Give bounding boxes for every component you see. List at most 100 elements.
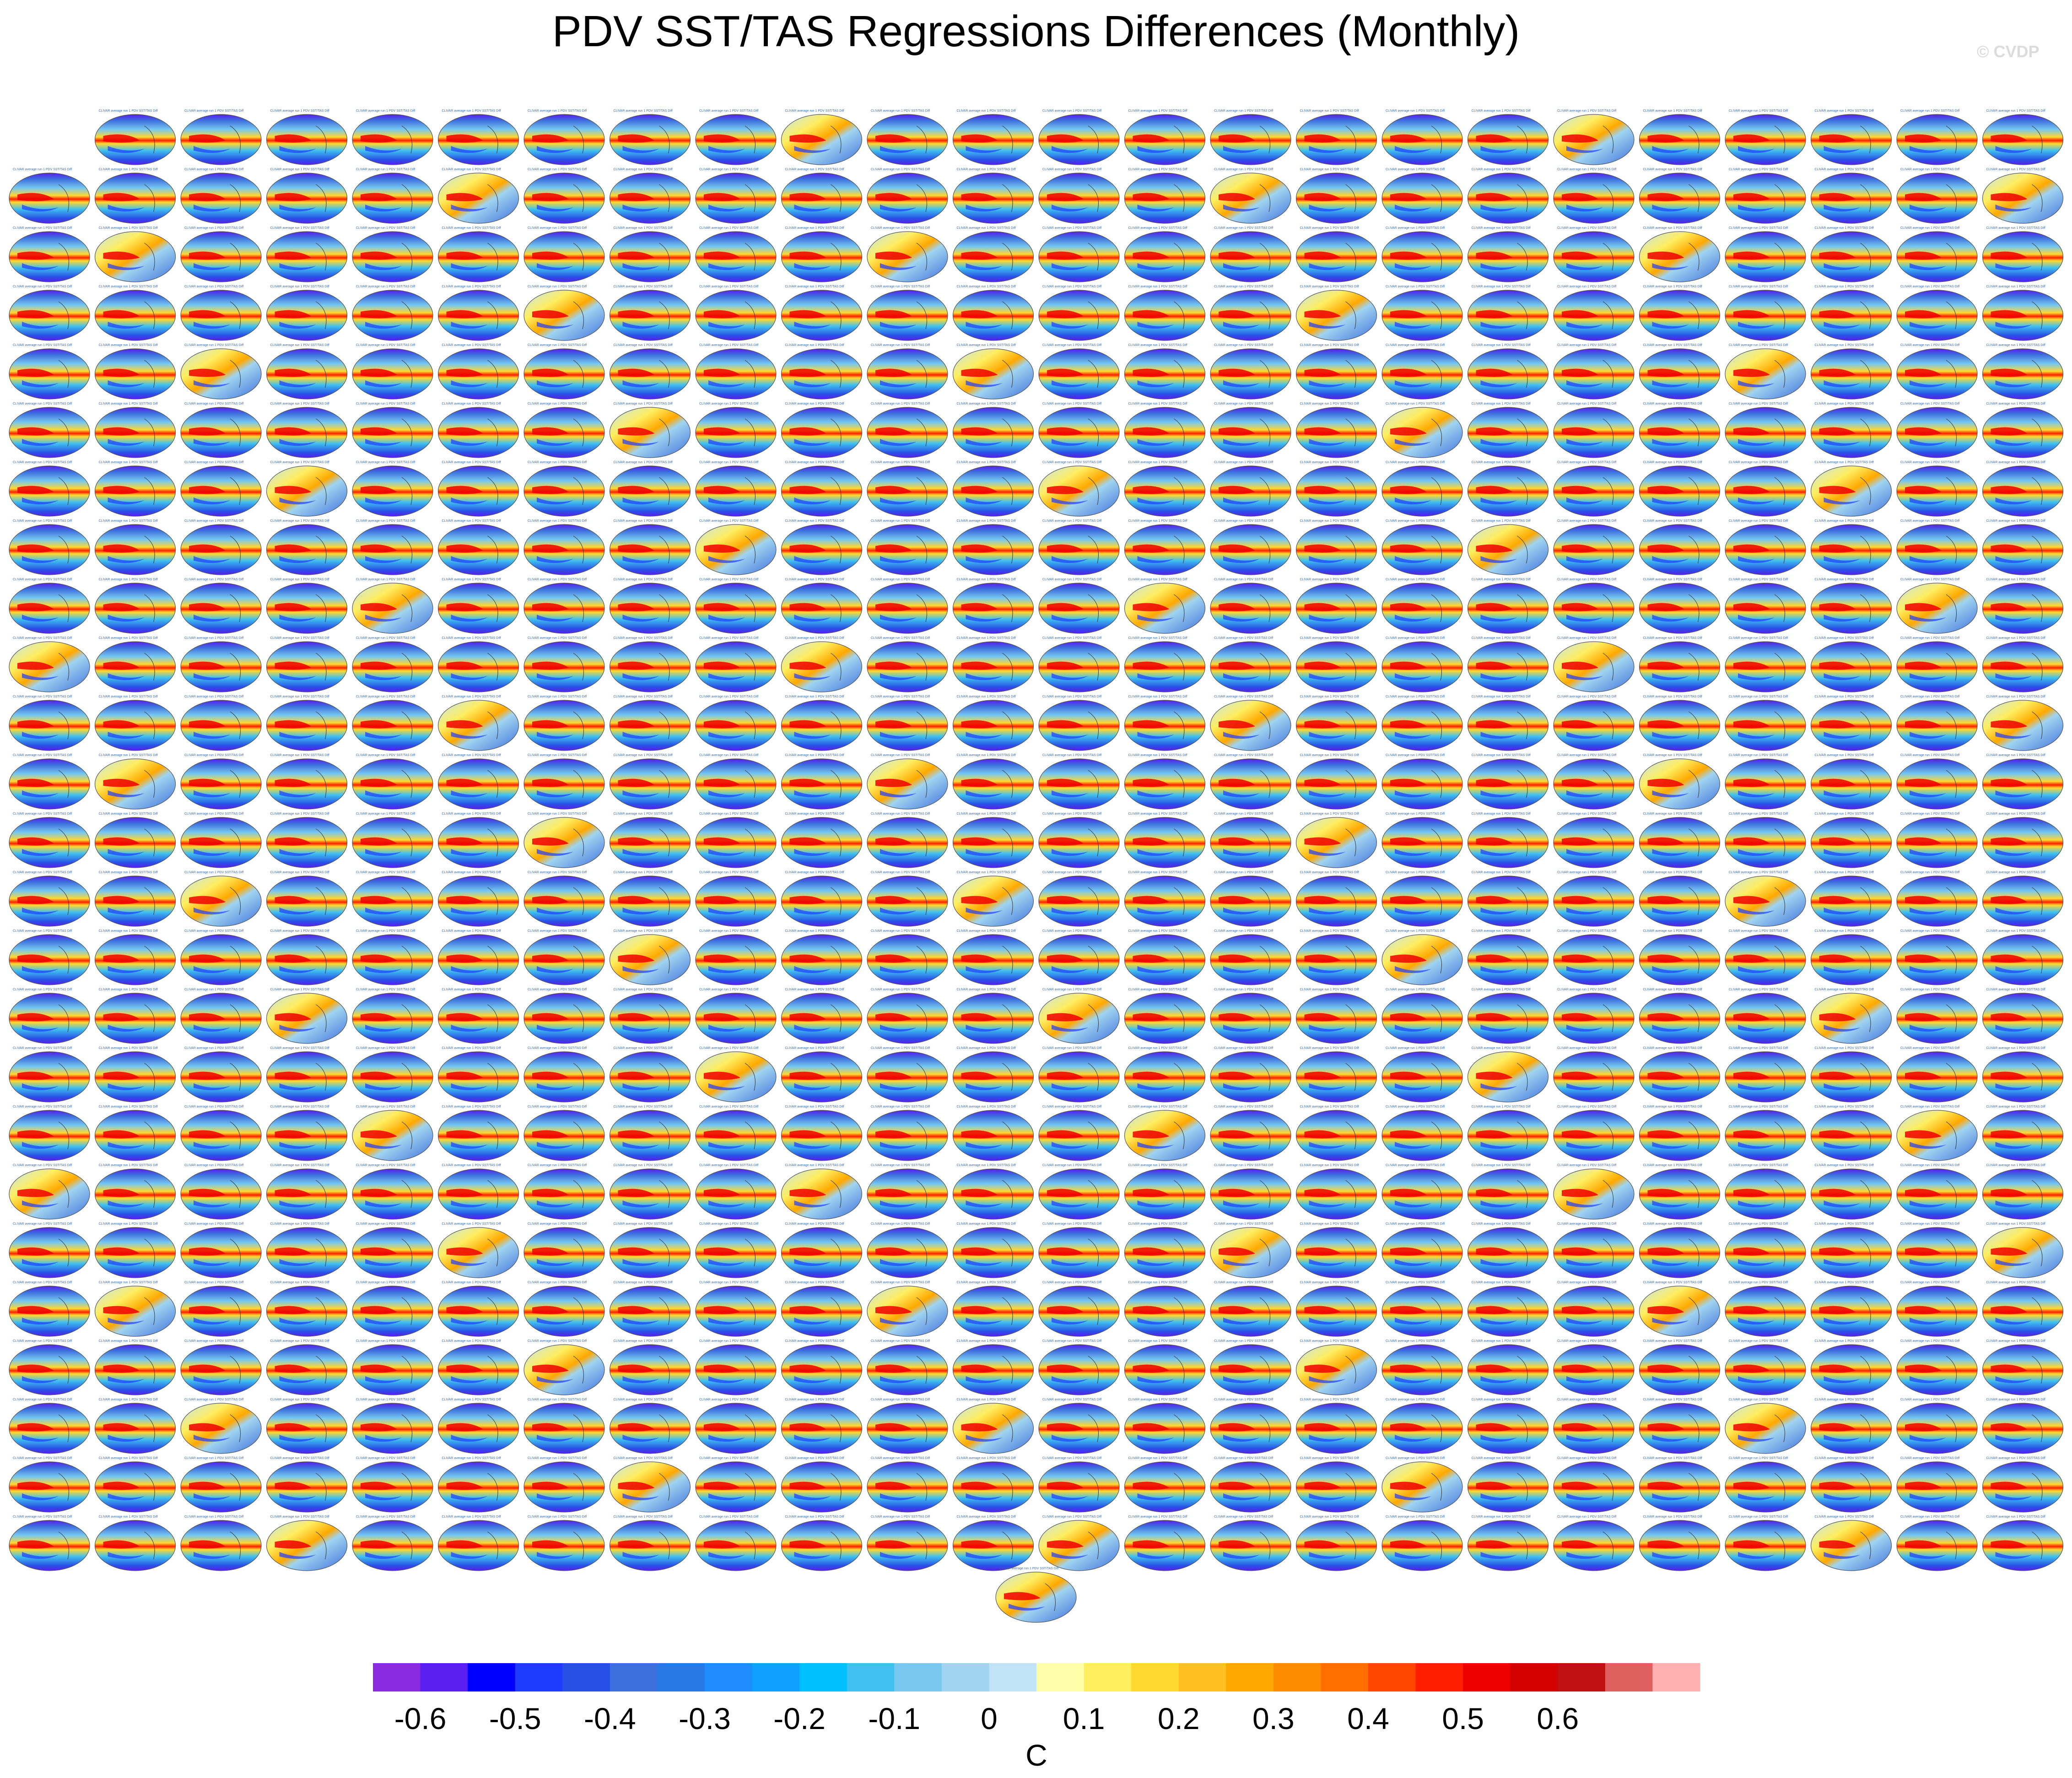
map-panel: CLIVAR average run 1 PDV SST/TAS Diff — [180, 402, 262, 458]
map-panel: CLIVAR average run 1 PDV SST/TAS Diff — [1210, 227, 1291, 282]
map-panel: CLIVAR average run 1 PDV SST/TAS Diff — [180, 109, 262, 165]
colorbar-swatch — [1510, 1663, 1558, 1692]
colorbar-swatch — [989, 1663, 1037, 1692]
colorbar-tick-label: -0.4 — [584, 1702, 636, 1735]
map-panel: CLIVAR average run 1 PDV SST/TAS Diff — [437, 227, 519, 282]
map-panel: CLIVAR average run 1 PDV SST/TAS Diff — [1553, 344, 1635, 400]
colorbar-tick-label: 0.3 — [1252, 1702, 1295, 1735]
map-panel: CLIVAR average run 1 PDV SST/TAS Diff — [266, 285, 348, 341]
map-panel: CLIVAR average run 1 PDV SST/TAS Diff — [781, 461, 863, 517]
colorbar-swatch — [1558, 1663, 1606, 1692]
colorbar-swatch — [1084, 1663, 1132, 1692]
map-panel: CLIVAR average run 1 PDV SST/TAS Diff — [1553, 109, 1635, 165]
map-panel: CLIVAR average run 1 PDV SST/TAS Diff — [523, 344, 605, 400]
map-panel: CLIVAR average run 1 PDV SST/TAS Diff — [609, 227, 691, 282]
map-panel: CLIVAR average run 1 PDV SST/TAS Diff — [1038, 285, 1120, 341]
map-panel: CLIVAR average run 1 PDV SST/TAS Diff — [1553, 519, 1635, 575]
map-panel: CLIVAR average run 1 PDV SST/TAS Diff — [437, 461, 519, 517]
map-panel: CLIVAR average run 1 PDV SST/TAS Diff — [94, 461, 176, 517]
watermark: © CVDP — [1977, 42, 2040, 61]
map-panel: CLIVAR average run 1 PDV SST/TAS Diff — [1210, 344, 1291, 400]
map-panel: CLIVAR average run 1 PDV SST/TAS Diff — [1896, 519, 1978, 575]
map-panel: CLIVAR average run 1 PDV SST/TAS Diff — [180, 285, 262, 341]
map-panel: CLIVAR average run 1 PDV SST/TAS Diff — [1467, 519, 1549, 575]
map-panel: CLIVAR average run 1 PDV SST/TAS Diff — [1467, 285, 1549, 341]
map-panel: CLIVAR average run 1 PDV SST/TAS Diff — [1467, 168, 1549, 224]
map-panel: CLIVAR average run 1 PDV SST/TAS Diff — [1124, 168, 1206, 224]
map-panel: CLIVAR average run 1 PDV SST/TAS Diff — [266, 519, 348, 575]
map-panel: CLIVAR average run 1 PDV SST/TAS Diff — [781, 109, 863, 165]
colorbar-swatch — [705, 1663, 753, 1692]
map-panel: CLIVAR average run 1 PDV SST/TAS Diff — [781, 227, 863, 282]
map-panel: CLIVAR average run 1 PDV SST/TAS Diff — [867, 285, 948, 341]
map-panel: CLIVAR average run 1 PDV SST/TAS Diff — [1038, 109, 1120, 165]
map-panel: CLIVAR average run 1 PDV SST/TAS Diff — [94, 227, 176, 282]
map-panel: CLIVAR average run 1 PDV SST/TAS Diff — [781, 402, 863, 458]
colorbar-swatch — [1605, 1663, 1653, 1692]
colorbar-swatch — [1463, 1663, 1511, 1692]
colorbar-swatch — [562, 1663, 610, 1692]
map-panel: CLIVAR average run 1 PDV SST/TAS Diff — [1038, 344, 1120, 400]
map-panel: CLIVAR average run 1 PDV SST/TAS Diff — [781, 519, 863, 575]
map-panel: CLIVAR average run 1 PDV SST/TAS Diff — [180, 344, 262, 400]
map-panel: CLIVAR average run 1 PDV SST/TAS Diff — [952, 519, 1034, 575]
colorbar-swatch — [1321, 1663, 1369, 1692]
colorbar-tick-label: 0 — [981, 1702, 998, 1735]
map-panel: CLIVAR average run 1 PDV SST/TAS Diff — [1124, 344, 1206, 400]
map-panel: CLIVAR average run 1 PDV SST/TAS Diff — [1381, 227, 1463, 282]
map-panel: CLIVAR average run 1 PDV SST/TAS Diff — [1295, 402, 1377, 458]
map-panel: CLIVAR average run 1 PDV SST/TAS Diff — [1982, 519, 2064, 575]
map-panel: CLIVAR average run 1 PDV SST/TAS Diff — [1810, 402, 1892, 458]
map-panel: CLIVAR average run 1 PDV SST/TAS Diff — [94, 168, 176, 224]
map-panel: CLIVAR average run 1 PDV SST/TAS Diff — [352, 168, 433, 224]
map-panel: CLIVAR average run 1 PDV SST/TAS Diff — [1124, 461, 1206, 517]
map-panel: CLIVAR average run 1 PDV SST/TAS Diff — [437, 168, 519, 224]
map-panel: CLIVAR average run 1 PDV SST/TAS Diff — [94, 344, 176, 400]
map-panel: CLIVAR average run 1 PDV SST/TAS Diff — [695, 109, 777, 165]
map-panel: CLIVAR average run 1 PDV SST/TAS Diff — [437, 285, 519, 341]
map-panel: CLIVAR average run 1 PDV SST/TAS Diff — [523, 285, 605, 341]
map-panel: CLIVAR average run 1 PDV SST/TAS Diff — [1210, 461, 1291, 517]
map-panel: CLIVAR average run 1 PDV SST/TAS Diff — [609, 519, 691, 575]
map-panel: CLIVAR average run 1 PDV SST/TAS Diff — [352, 344, 433, 400]
colorbar-swatch — [1415, 1663, 1463, 1692]
map-panel: CLIVAR average run 1 PDV SST/TAS Diff — [695, 344, 777, 400]
map-panel: CLIVAR average run 1 PDV SST/TAS Diff — [1982, 227, 2064, 282]
map-panel: CLIVAR average run 1 PDV SST/TAS Diff — [1210, 402, 1291, 458]
map-panel: CLIVAR average run 1 PDV SST/TAS Diff — [1038, 519, 1120, 575]
map-panel: CLIVAR average run 1 PDV SST/TAS Diff — [781, 168, 863, 224]
map-panel: CLIVAR average run 1 PDV SST/TAS Diff — [1896, 344, 1978, 400]
colorbar-tick-label: -0.2 — [773, 1702, 826, 1735]
map-panel: CLIVAR average run 1 PDV SST/TAS Diff — [180, 168, 262, 224]
map-panel: CLIVAR average run 1 PDV SST/TAS Diff — [352, 519, 433, 575]
map-panel: CLIVAR average run 1 PDV SST/TAS Diff — [1295, 519, 1377, 575]
colorbar-tick-label: 0.6 — [1537, 1702, 1579, 1735]
map-panel: CLIVAR average run 1 PDV SST/TAS Diff — [94, 285, 176, 341]
map-panel: CLIVAR average run 1 PDV SST/TAS Diff — [9, 168, 90, 224]
map-panel: CLIVAR average run 1 PDV SST/TAS Diff — [1810, 461, 1892, 517]
map-panel: CLIVAR average run 1 PDV SST/TAS Diff — [1639, 519, 1721, 575]
map-panel: CLIVAR average run 1 PDV SST/TAS Diff — [352, 285, 433, 341]
map-panel: CLIVAR average run 1 PDV SST/TAS Diff — [1982, 461, 2064, 517]
map-panel: CLIVAR average run 1 PDV SST/TAS Diff — [695, 519, 777, 575]
colorbar-swatch — [468, 1663, 516, 1692]
map-panel: CLIVAR average run 1 PDV SST/TAS Diff — [1295, 344, 1377, 400]
map-panel: CLIVAR average run 1 PDV SST/TAS Diff — [1810, 227, 1892, 282]
map-panel: CLIVAR average run 1 PDV SST/TAS Diff — [1639, 461, 1721, 517]
map-panel: CLIVAR average run 1 PDV SST/TAS Diff — [1982, 344, 2064, 400]
map-panel: CLIVAR average run 1 PDV SST/TAS Diff — [695, 227, 777, 282]
map-panel: CLIVAR average run 1 PDV SST/TAS Diff — [1295, 227, 1377, 282]
map-panel: CLIVAR average run 1 PDV SST/TAS Diff — [1210, 109, 1291, 165]
map-panel: CLIVAR average run 1 PDV SST/TAS Diff — [523, 168, 605, 224]
map-panel: CLIVAR average run 1 PDV SST/TAS Diff — [1725, 344, 1806, 400]
map-panel: CLIVAR average run 1 PDV SST/TAS Diff — [695, 168, 777, 224]
map-panel: CLIVAR average run 1 PDV SST/TAS Diff — [1124, 402, 1206, 458]
map-panel: CLIVAR average run 1 PDV SST/TAS Diff — [1725, 109, 1806, 165]
map-panel: CLIVAR average run 1 PDV SST/TAS Diff — [1982, 285, 2064, 341]
map-panel: CLIVAR average run 1 PDV SST/TAS Diff — [266, 168, 348, 224]
colorbar-swatch — [1368, 1663, 1416, 1692]
map-panel: CLIVAR average run 1 PDV SST/TAS Diff — [1725, 285, 1806, 341]
map-panel: CLIVAR average run 1 PDV SST/TAS Diff — [1553, 461, 1635, 517]
map-panel: CLIVAR average run 1 PDV SST/TAS Diff — [180, 519, 262, 575]
map-panel: CLIVAR average run 1 PDV SST/TAS Diff — [1639, 402, 1721, 458]
